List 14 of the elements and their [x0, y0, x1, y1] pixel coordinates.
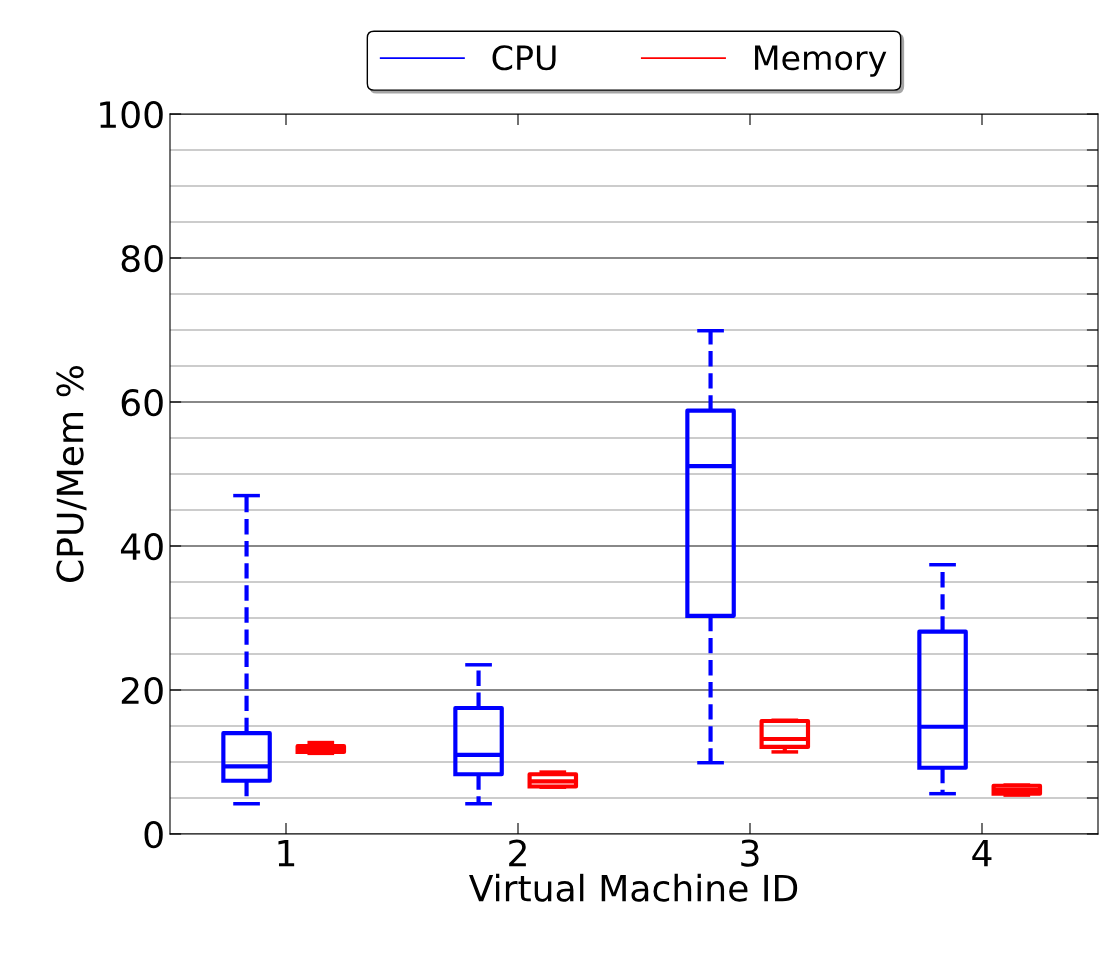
x-tick-label: 1	[278, 839, 295, 867]
x-tick-label: 3	[741, 839, 759, 867]
x-tick-label: 4	[972, 839, 992, 867]
y-tick-label: 20	[121, 676, 163, 705]
y-axis-title: CPU/Mem %	[56, 366, 87, 582]
y-tick-label: 0	[144, 820, 163, 849]
x-axis-title: Virtual Machine ID	[469, 873, 798, 902]
legend-label: CPU	[492, 45, 556, 71]
y-tick-label: 60	[121, 388, 163, 417]
y-tick-label: 40	[120, 532, 163, 561]
legend-label: Memory	[755, 45, 887, 77]
x-tick-label: 2	[509, 839, 526, 867]
y-tick-label: 80	[121, 244, 163, 273]
y-tick-label: 100	[100, 100, 163, 129]
